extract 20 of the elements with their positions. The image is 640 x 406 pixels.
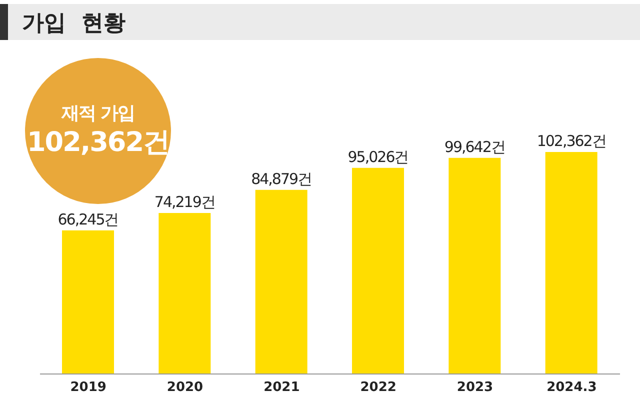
data-label: 102,362건 bbox=[536, 132, 606, 150]
x-tick-label: 2019 bbox=[70, 380, 106, 396]
x-tick-label: 2024.3 bbox=[546, 380, 597, 396]
x-tick-label: 2021 bbox=[264, 380, 300, 396]
data-label: 99,642건 bbox=[444, 138, 505, 156]
data-label: 95,026건 bbox=[348, 148, 408, 166]
bar bbox=[352, 168, 404, 374]
bar bbox=[448, 158, 501, 374]
data-label: 84,879건 bbox=[251, 170, 312, 188]
data-label: 74,219건 bbox=[154, 193, 215, 212]
bar bbox=[545, 152, 598, 374]
bar bbox=[62, 230, 114, 374]
x-tick-label: 2023 bbox=[456, 380, 494, 396]
chart-title: 가입 현황 bbox=[22, 10, 126, 38]
data-label: 66,245건 bbox=[58, 210, 118, 228]
bar bbox=[255, 190, 308, 374]
x-tick-label: 2022 bbox=[360, 380, 396, 396]
x-tick-label: 2020 bbox=[166, 380, 204, 396]
bar bbox=[158, 213, 211, 374]
annotation: 102,362건 bbox=[27, 126, 169, 160]
